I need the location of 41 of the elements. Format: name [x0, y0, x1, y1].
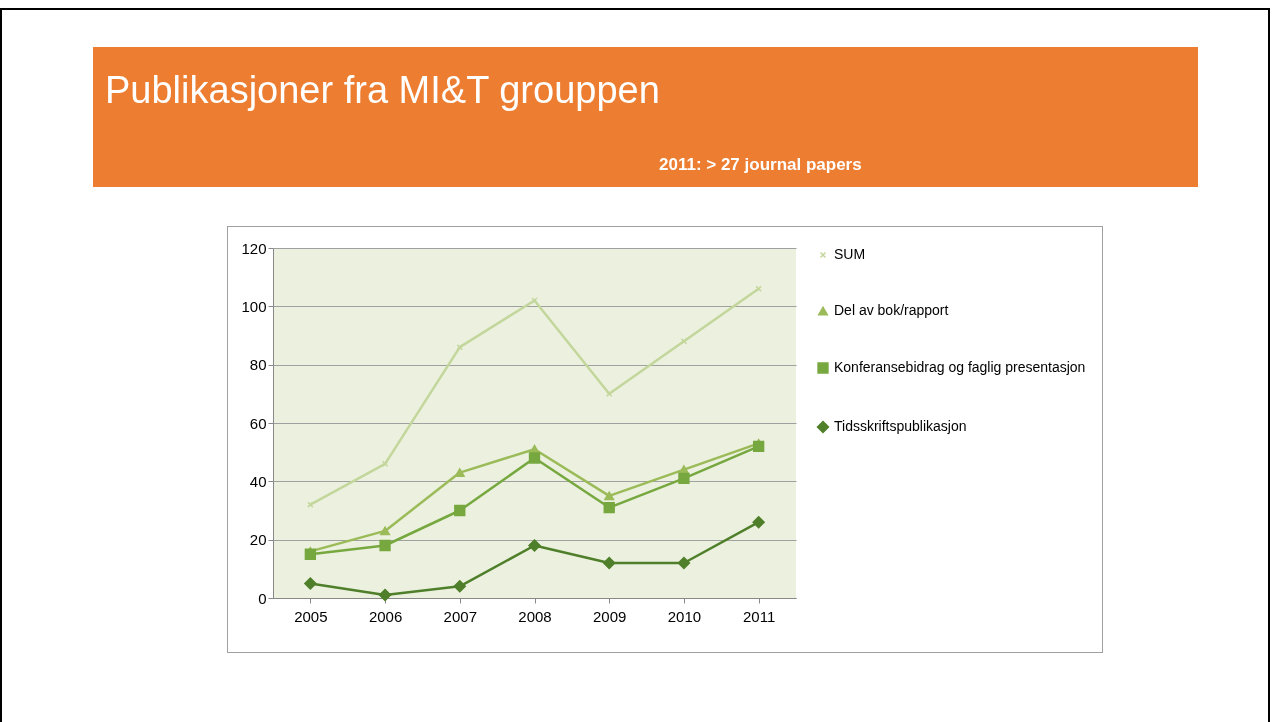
y-tick-label: 0	[258, 589, 267, 607]
legend-label: SUM	[834, 246, 866, 262]
point	[752, 440, 765, 452]
point	[304, 548, 317, 560]
y-tick-label: 100	[241, 297, 267, 315]
x-tick-label: 2006	[368, 607, 403, 625]
legend-label: Del av bok/rapport	[834, 302, 949, 318]
x-tick-label: 2008	[518, 607, 552, 625]
x-tick-label: 2010	[667, 607, 702, 625]
x-tick-label: 2009	[593, 607, 627, 625]
chart-title: Publikasjoner fra MI&T grouppen	[105, 69, 660, 112]
x-tick-label: 2005	[294, 607, 328, 625]
point	[603, 501, 615, 514]
y-tick-label: 120	[241, 239, 267, 257]
point	[678, 472, 690, 485]
point	[380, 526, 391, 536]
point	[677, 556, 691, 570]
y-tick-label: 60	[249, 414, 267, 432]
point	[379, 539, 391, 552]
point	[528, 452, 541, 464]
legend-label: Konferansebidrag og faglig presentasjon	[834, 359, 1086, 375]
y-tick-label: 20	[249, 531, 267, 549]
point	[304, 577, 317, 590]
legend-label: Tidsskriftspublikasjon	[834, 418, 967, 434]
point	[604, 491, 615, 501]
point	[454, 504, 466, 517]
y-tick-label: 40	[249, 472, 267, 490]
point	[752, 515, 765, 529]
point	[528, 539, 541, 552]
point	[602, 556, 616, 570]
point	[453, 580, 467, 593]
x-tick-label: 2011	[743, 607, 776, 625]
point	[378, 588, 392, 602]
point	[605, 390, 613, 398]
point	[307, 501, 314, 508]
chart-subtitle: 2011: > 27 journal papers	[659, 155, 862, 175]
x-tick-label: 2007	[443, 607, 477, 625]
y-tick-label: 80	[249, 356, 267, 374]
point	[454, 468, 465, 478]
point	[456, 343, 464, 351]
point	[531, 297, 538, 304]
